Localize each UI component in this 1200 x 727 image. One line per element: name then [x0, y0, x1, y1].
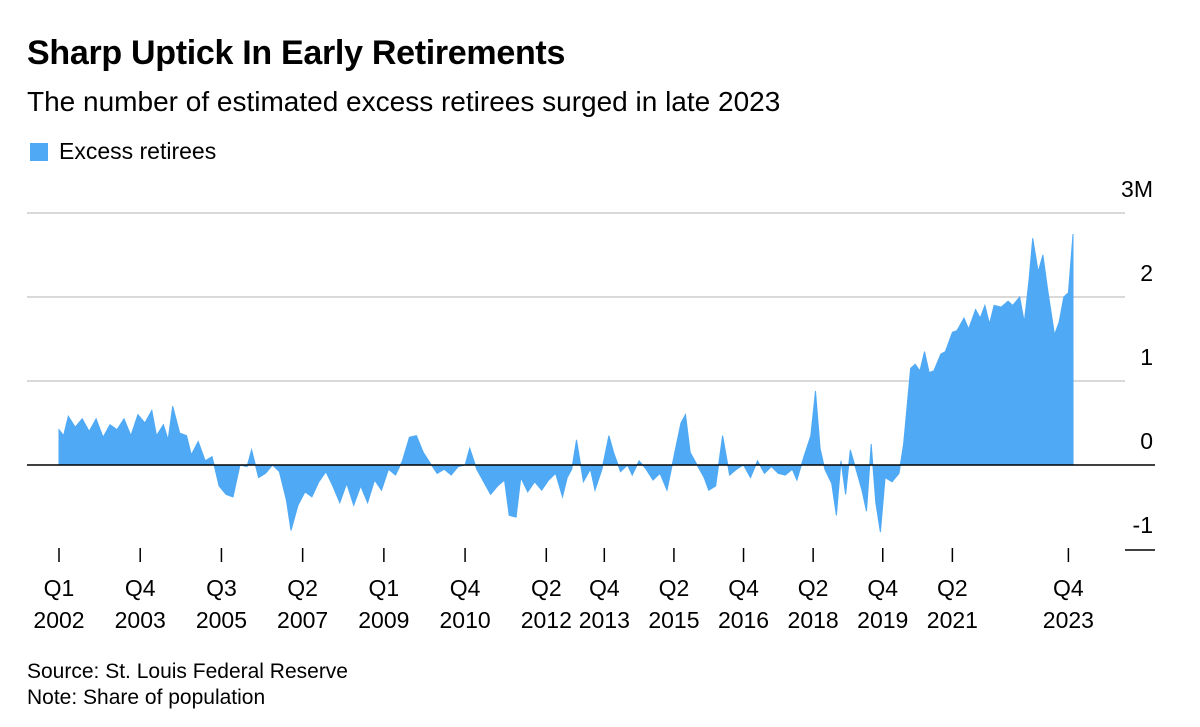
y-tick-label: 1	[1140, 344, 1153, 370]
x-tick-year-label: 2016	[718, 607, 769, 633]
legend-label-excess-retirees: Excess retirees	[59, 138, 217, 164]
x-tick-quarter-label: Q1	[369, 575, 400, 601]
x-tick-quarter-label: Q3	[206, 575, 237, 601]
y-tick-label: 0	[1140, 428, 1153, 454]
x-tick-year-label: 2010	[439, 607, 490, 633]
x-tick-year-label: 2005	[196, 607, 247, 633]
x-tick-year-label: 2009	[358, 607, 409, 633]
legend-swatch-excess-retirees	[30, 142, 48, 161]
x-tick-quarter-label: Q2	[287, 575, 318, 601]
x-tick-quarter-label: Q1	[44, 575, 75, 601]
x-tick-year-label: 2013	[579, 607, 630, 633]
legend: Excess retirees	[30, 138, 216, 165]
x-tick-quarter-label: Q4	[450, 575, 481, 601]
x-tick-year-label: 2019	[857, 607, 908, 633]
source-note: Source: St. Louis Federal Reserve	[27, 660, 348, 683]
x-tick-quarter-label: Q4	[867, 575, 898, 601]
y-tick-label: 3M	[1121, 176, 1153, 202]
x-tick-quarter-label: Q4	[1053, 575, 1084, 601]
x-tick-year-label: 2021	[927, 607, 978, 633]
x-tick-year-label: 2002	[33, 607, 84, 633]
x-tick-quarter-label: Q2	[659, 575, 690, 601]
x-tick-year-label: 2023	[1043, 607, 1094, 633]
x-tick-quarter-label: Q2	[531, 575, 562, 601]
chart-subtitle: The number of estimated excess retirees …	[27, 86, 781, 117]
x-tick-year-label: 2007	[277, 607, 328, 633]
y-tick-label: 2	[1140, 260, 1153, 286]
x-tick-quarter-label: Q4	[589, 575, 620, 601]
population-note: Note: Share of population	[27, 686, 266, 709]
chart-title: Sharp Uptick In Early Retirements	[27, 34, 566, 72]
x-tick-quarter-label: Q2	[937, 575, 968, 601]
x-tick-quarter-label: Q4	[125, 575, 156, 601]
y-tick-label: -1	[1133, 512, 1153, 538]
area-excess-retirees	[58, 233, 1074, 533]
x-tick-quarter-label: Q4	[728, 575, 759, 601]
x-tick-year-label: 2003	[115, 607, 166, 633]
x-tick-year-label: 2012	[521, 607, 572, 633]
x-tick-year-label: 2018	[788, 607, 839, 633]
x-tick-quarter-label: Q2	[798, 575, 829, 601]
x-tick-year-label: 2015	[648, 607, 699, 633]
